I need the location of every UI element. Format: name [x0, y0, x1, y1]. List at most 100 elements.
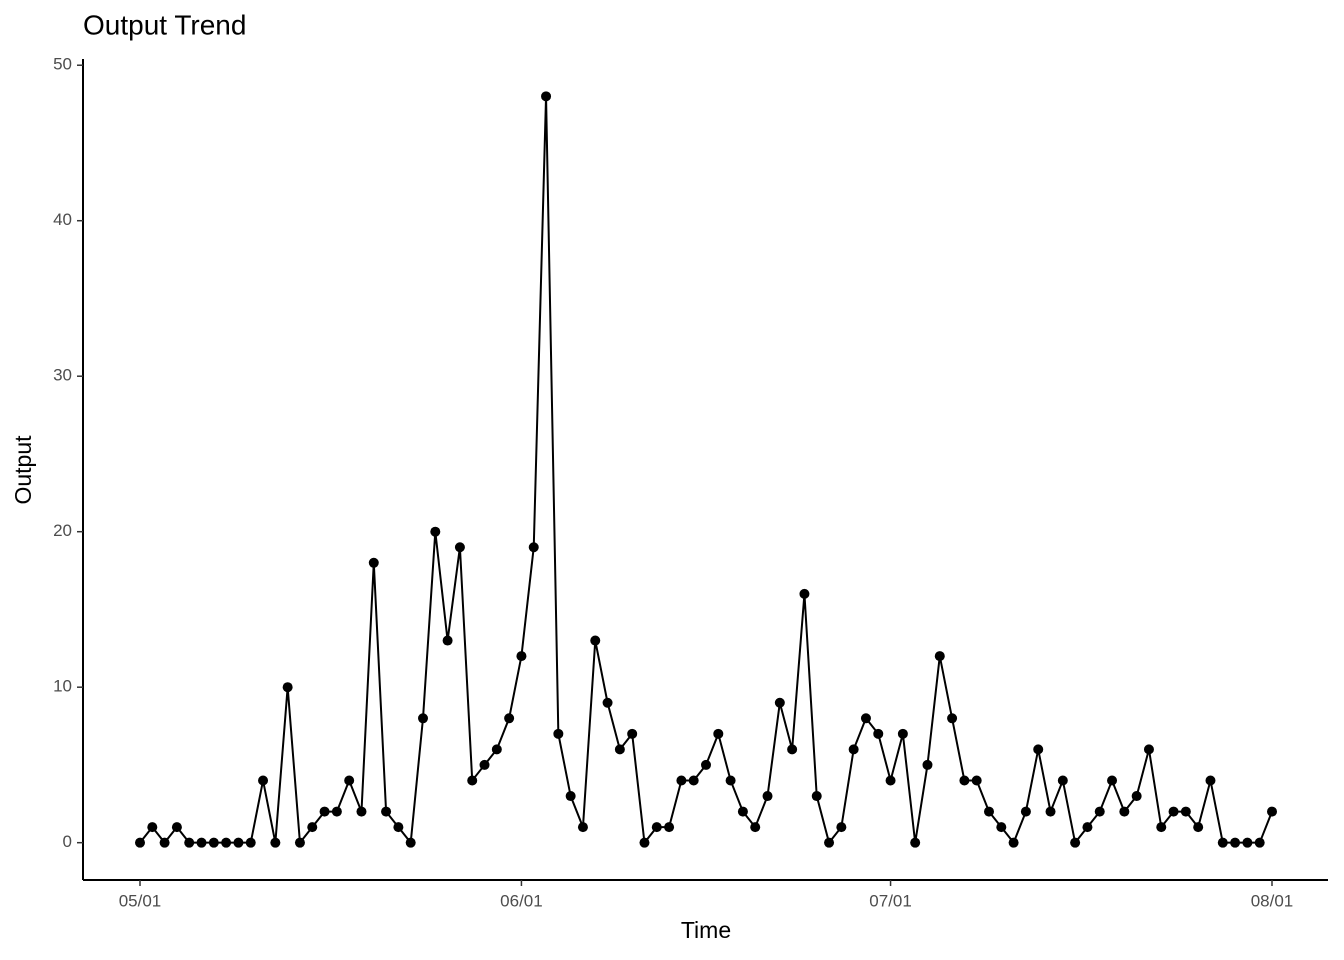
x-tick-label: 08/01: [1251, 891, 1294, 910]
point: [897, 728, 908, 739]
point: [430, 526, 441, 537]
point: [1057, 775, 1068, 786]
point: [454, 542, 465, 553]
point: [528, 542, 539, 553]
point: [971, 775, 982, 786]
point: [602, 697, 613, 708]
point: [651, 822, 662, 833]
point: [307, 822, 318, 833]
point: [516, 651, 527, 662]
point: [824, 837, 835, 848]
point: [282, 682, 293, 693]
point: [270, 837, 281, 848]
point: [860, 713, 871, 724]
point: [910, 837, 921, 848]
point: [713, 728, 724, 739]
point: [393, 822, 404, 833]
point: [1045, 806, 1056, 817]
point: [1143, 744, 1154, 755]
point: [639, 837, 650, 848]
point: [1107, 775, 1118, 786]
point: [553, 728, 564, 739]
point: [442, 635, 453, 646]
point: [1094, 806, 1105, 817]
point: [565, 791, 576, 802]
point: [885, 775, 896, 786]
point: [762, 791, 773, 802]
point: [1205, 775, 1216, 786]
point: [1230, 837, 1241, 848]
point: [1082, 822, 1093, 833]
point: [1156, 822, 1167, 833]
point: [504, 713, 515, 724]
point: [1168, 806, 1179, 817]
point: [590, 635, 601, 646]
point: [1242, 837, 1253, 848]
point: [984, 806, 994, 817]
point: [541, 91, 552, 102]
line: [139, 96, 1273, 846]
y-tick-label: 40: [53, 210, 72, 229]
point: [811, 791, 822, 802]
point: [1020, 806, 1031, 817]
point: [184, 837, 195, 848]
y-axis-label: Output: [10, 435, 36, 505]
x-tick-label: 07/01: [869, 891, 912, 910]
point: [577, 822, 588, 833]
point: [725, 775, 736, 786]
point: [208, 837, 219, 848]
point: [245, 837, 256, 848]
point: [750, 822, 761, 833]
point: [836, 822, 847, 833]
point: [1008, 837, 1019, 848]
point: [701, 759, 711, 770]
point: [688, 775, 699, 786]
point: [1254, 837, 1265, 848]
point: [196, 837, 207, 848]
point: [1131, 791, 1142, 802]
point: [479, 759, 490, 770]
point: [147, 822, 158, 833]
point: [1180, 806, 1191, 817]
point: [491, 744, 502, 755]
y-tick-label: 50: [53, 55, 72, 74]
x-axis-label: Time: [681, 917, 731, 943]
point: [737, 806, 748, 817]
y-tick-label: 0: [63, 832, 72, 851]
point: [959, 775, 970, 786]
point: [233, 837, 244, 848]
point: [356, 806, 367, 817]
x-tick-label: 05/01: [119, 891, 162, 910]
y-tick-label: 30: [53, 366, 72, 385]
point: [614, 744, 625, 755]
y-tick-label: 10: [53, 677, 72, 696]
point: [996, 822, 1007, 833]
chart-title: Output Trend: [83, 9, 246, 40]
point: [135, 837, 145, 848]
point: [664, 822, 675, 833]
point: [418, 713, 428, 724]
point: [1033, 744, 1044, 755]
point: [676, 775, 687, 786]
point: [1217, 837, 1228, 848]
point: [799, 588, 810, 599]
x-tick-label: 06/01: [500, 891, 543, 910]
point: [1267, 806, 1277, 817]
point: [381, 806, 392, 817]
point: [405, 837, 416, 848]
point: [319, 806, 330, 817]
point: [221, 837, 232, 848]
point: [258, 775, 269, 786]
point: [171, 822, 182, 833]
point: [848, 744, 859, 755]
point: [344, 775, 355, 786]
point: [331, 806, 342, 817]
point: [1193, 822, 1204, 833]
point: [934, 651, 945, 662]
y-tick-label: 20: [53, 521, 72, 540]
point: [368, 557, 379, 568]
point: [787, 744, 798, 755]
point: [1119, 806, 1130, 817]
point: [774, 697, 785, 708]
